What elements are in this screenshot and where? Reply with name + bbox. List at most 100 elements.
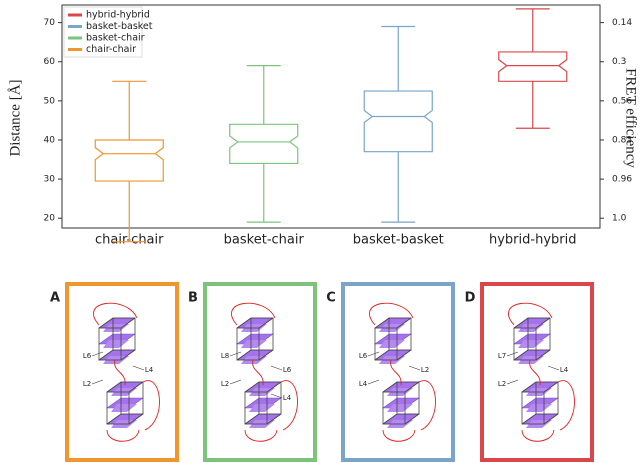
loop-label: L8 xyxy=(221,352,229,360)
cube-edge xyxy=(244,381,260,393)
cube-edge xyxy=(374,349,390,361)
loop-label: L4 xyxy=(283,394,292,402)
cube-edge xyxy=(120,349,136,361)
loop-pointer xyxy=(408,365,421,371)
plot-frame xyxy=(61,4,601,229)
loop xyxy=(231,302,298,442)
cube-edge xyxy=(535,349,551,361)
panel: A L6 L4 L2 xyxy=(50,282,179,462)
panel-letter: B xyxy=(188,291,198,306)
loop-label: L6 xyxy=(359,352,368,360)
cube-edge xyxy=(382,391,406,425)
panel-letter: D xyxy=(465,291,476,306)
cube-edge xyxy=(388,317,412,351)
cube-edge xyxy=(244,413,260,425)
cube-edge xyxy=(513,317,529,329)
panel-frame xyxy=(65,282,179,462)
cube-edge xyxy=(374,327,398,361)
quartet-plane xyxy=(241,340,267,348)
cube-edge xyxy=(513,349,529,361)
cube-edge xyxy=(258,381,282,415)
x-tick-label: basket-chair xyxy=(224,233,305,248)
y2-tick-label: 0.3 xyxy=(612,57,626,67)
legend-label: hybrid-hybrid xyxy=(86,10,150,21)
box xyxy=(498,51,568,82)
y2-tick-label: 0.96 xyxy=(612,175,632,185)
loop-pointer xyxy=(506,379,519,385)
loop-label: L7 xyxy=(498,352,506,360)
quartet-plane xyxy=(518,340,544,348)
loop-label: L2 xyxy=(421,366,429,374)
cube-edge xyxy=(98,349,114,361)
loop-label: L2 xyxy=(83,380,91,388)
y2-tick-label: 0.83 xyxy=(612,135,632,145)
cube-edge xyxy=(128,413,144,425)
quartet-plane xyxy=(526,404,552,412)
loop-label: L4 xyxy=(145,366,154,374)
cube-edge xyxy=(112,317,136,351)
y2-tick-label: 1.0 xyxy=(612,214,627,224)
panel: D L7 L4 L2 xyxy=(465,282,594,462)
cube-edge xyxy=(258,349,274,361)
loop-pointer xyxy=(270,365,283,371)
quartet-plane xyxy=(387,404,413,412)
cube-edge xyxy=(120,317,136,329)
cube-edge xyxy=(374,317,390,329)
legend-label: basket-basket xyxy=(86,21,153,32)
y-axis-label: Distance [Å] xyxy=(7,79,23,156)
loop-pointer xyxy=(547,365,560,371)
loop-pointer xyxy=(367,351,380,357)
loop xyxy=(93,302,160,442)
cube-edge xyxy=(527,317,551,351)
loop xyxy=(508,302,575,442)
panel-frame xyxy=(480,282,594,462)
cube-edge xyxy=(521,391,545,425)
y-tick-label: 40 xyxy=(44,135,56,145)
quartet-plane xyxy=(249,404,275,412)
cube-edge xyxy=(535,317,551,329)
cube-edge xyxy=(120,381,144,415)
loop-pointer xyxy=(367,379,380,385)
y2-tick-label: 0.14 xyxy=(612,18,632,28)
legend-label: basket-chair xyxy=(86,33,145,44)
cube-edge xyxy=(98,317,114,329)
panel: B L8 L6 L2 L4 xyxy=(188,282,317,462)
cube-edge xyxy=(236,327,260,361)
cube-edge xyxy=(128,381,144,393)
cube-edge xyxy=(250,317,274,351)
y-tick-label: 60 xyxy=(44,57,56,67)
loop-label: L6 xyxy=(283,366,292,374)
cube-edge xyxy=(258,317,274,329)
cube-edge xyxy=(236,349,252,361)
loop-pointer xyxy=(132,365,145,371)
y-tick-label: 30 xyxy=(44,175,56,185)
cube-edge xyxy=(543,413,559,425)
y-tick-label: 50 xyxy=(44,96,56,106)
cube-edge xyxy=(106,413,122,425)
loop-label: L6 xyxy=(83,352,92,360)
cube-edge xyxy=(521,413,537,425)
loop xyxy=(369,302,436,442)
cube-edge xyxy=(396,349,412,361)
box xyxy=(94,139,164,182)
box xyxy=(363,90,433,153)
cube-edge xyxy=(106,391,130,425)
loop-label: L4 xyxy=(560,366,569,374)
cube-edge xyxy=(106,381,122,393)
loop-pointer xyxy=(506,351,519,357)
cube-edge xyxy=(535,381,559,415)
quartet-plane xyxy=(111,404,137,412)
cube-edge xyxy=(382,413,398,425)
cube-edge xyxy=(244,391,268,425)
panel-letter: A xyxy=(50,291,60,306)
loop-pointer xyxy=(229,379,242,385)
loop-pointer xyxy=(91,379,104,385)
y2-axis-label: FRET efficiency xyxy=(623,68,639,168)
cube-edge xyxy=(266,413,282,425)
cube-edge xyxy=(396,381,420,415)
loop-label: L4 xyxy=(359,380,368,388)
quartet-plane xyxy=(103,340,129,348)
loop-pointer xyxy=(270,393,283,399)
loop-label: L2 xyxy=(498,380,506,388)
